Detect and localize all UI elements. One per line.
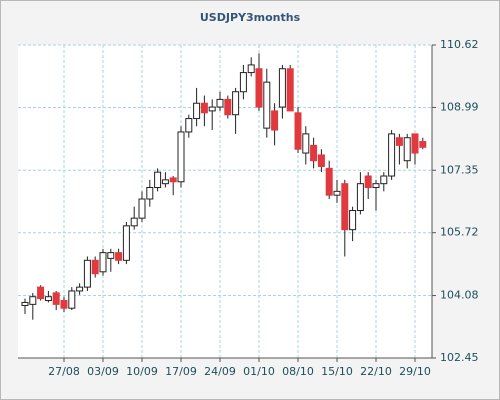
candle-body xyxy=(200,102,208,114)
plot-area xyxy=(18,45,432,358)
candle-body xyxy=(68,290,76,309)
candle-body xyxy=(364,175,372,189)
candle-body xyxy=(239,72,247,93)
x-tick-label: 29/10 xyxy=(399,365,431,378)
x-tick-label: 10/09 xyxy=(126,365,158,378)
candle-body xyxy=(294,112,302,150)
candle-body xyxy=(193,102,201,120)
candle-body xyxy=(76,286,84,292)
candle-body xyxy=(286,68,294,112)
candle-body xyxy=(372,183,380,189)
candle-body xyxy=(52,292,60,305)
candle-body xyxy=(107,252,115,259)
candle-body xyxy=(169,177,177,183)
candle-body xyxy=(388,133,396,177)
candle-body xyxy=(224,98,232,116)
candle-body xyxy=(177,131,185,183)
candle-body xyxy=(60,300,68,309)
candle-body xyxy=(380,175,388,185)
candle-body xyxy=(263,81,271,129)
candle-body xyxy=(349,210,357,231)
candle-body xyxy=(395,137,403,146)
candle-body xyxy=(138,198,146,219)
candle-body xyxy=(302,133,310,154)
candle-body xyxy=(216,98,224,108)
candle-body xyxy=(232,91,240,116)
candle-body xyxy=(44,296,52,302)
x-tick-label: 27/08 xyxy=(48,365,80,378)
y-tick-label: 102.45 xyxy=(440,351,479,364)
candle-body xyxy=(37,286,45,300)
candle-body xyxy=(99,252,107,273)
x-tick-label: 15/10 xyxy=(321,365,353,378)
y-tick-label: 108.99 xyxy=(440,100,479,113)
x-tick-label: 17/09 xyxy=(165,365,197,378)
y-tick-label: 104.08 xyxy=(440,289,479,302)
candle-body xyxy=(29,296,37,305)
candle-body xyxy=(325,167,333,196)
candle-body xyxy=(403,137,411,162)
x-tick-label: 24/09 xyxy=(204,365,236,378)
y-tick-label: 107.35 xyxy=(440,163,479,176)
y-tick-label: 110.62 xyxy=(440,38,479,51)
candle-body xyxy=(115,252,123,261)
candle-body xyxy=(419,141,427,148)
candle-body xyxy=(83,259,91,288)
candle-body xyxy=(185,118,193,133)
candle-body xyxy=(411,133,419,154)
candle-body xyxy=(255,68,263,108)
candle-body xyxy=(333,190,341,196)
candle-body xyxy=(278,68,286,108)
candle-body xyxy=(341,183,349,231)
candle-body xyxy=(310,144,318,162)
candle-body xyxy=(146,187,154,200)
candle-body xyxy=(271,110,279,131)
x-tick-label: 08/10 xyxy=(282,365,314,378)
candle-body xyxy=(154,171,162,189)
candle-body xyxy=(208,106,216,112)
candle-body xyxy=(130,217,138,227)
chart-title: USDJPY3months xyxy=(200,11,301,24)
candle-body xyxy=(91,259,99,275)
x-tick-label: 03/09 xyxy=(87,365,119,378)
x-tick-label: 22/10 xyxy=(360,365,392,378)
candle-body xyxy=(21,301,29,307)
candle-body xyxy=(247,64,255,74)
candle-body xyxy=(161,179,169,185)
x-tick-label: 01/10 xyxy=(243,365,275,378)
candle-body xyxy=(356,183,364,212)
candle-body xyxy=(122,225,130,261)
candle-body xyxy=(317,154,325,167)
y-tick-label: 105.72 xyxy=(440,226,479,239)
